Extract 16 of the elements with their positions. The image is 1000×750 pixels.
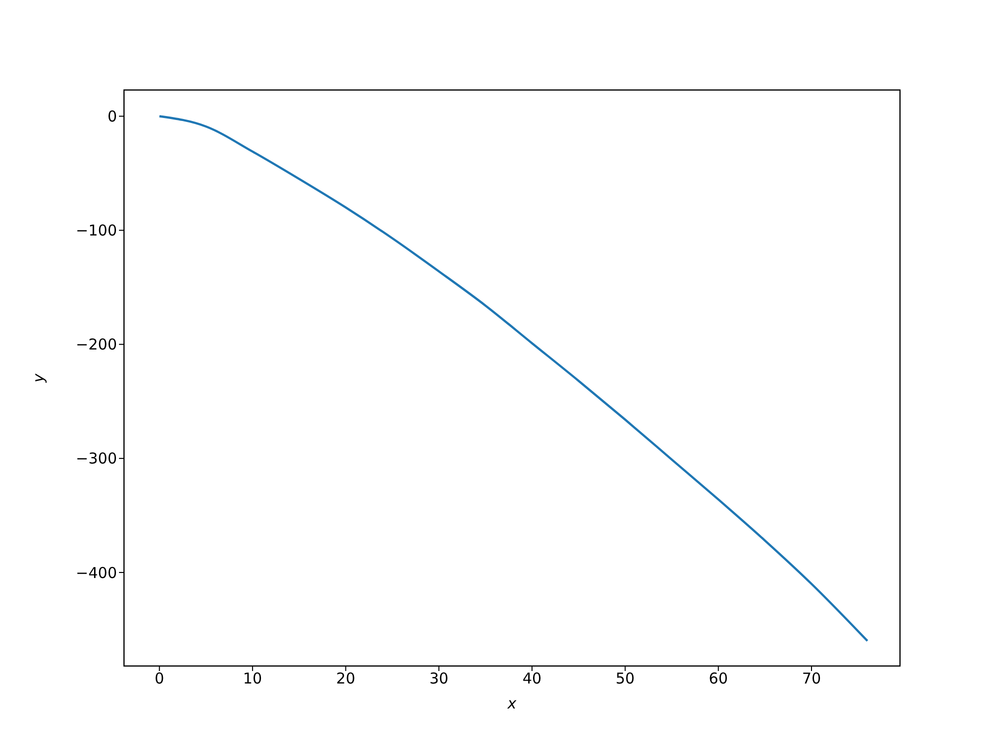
y-tick-label: −100 [76, 222, 117, 240]
x-tick-label: 30 [429, 670, 448, 688]
y-axis-title: y [29, 372, 48, 384]
y-tick-label: 0 [107, 108, 117, 126]
x-tick-label: 20 [336, 670, 356, 688]
x-axis-title: x [506, 694, 517, 713]
x-tick-label: 10 [243, 670, 262, 688]
x-tick-label: 40 [522, 670, 542, 688]
y-tick-label: −400 [76, 564, 117, 582]
x-tick-label: 70 [802, 670, 822, 688]
y-tick-label: −200 [76, 336, 117, 354]
y-tick-label: −300 [76, 450, 117, 468]
line-series [158, 115, 868, 642]
x-tick-label: 60 [708, 670, 728, 688]
x-tick-label: 0 [154, 670, 164, 688]
x-tick-label: 50 [616, 670, 635, 688]
